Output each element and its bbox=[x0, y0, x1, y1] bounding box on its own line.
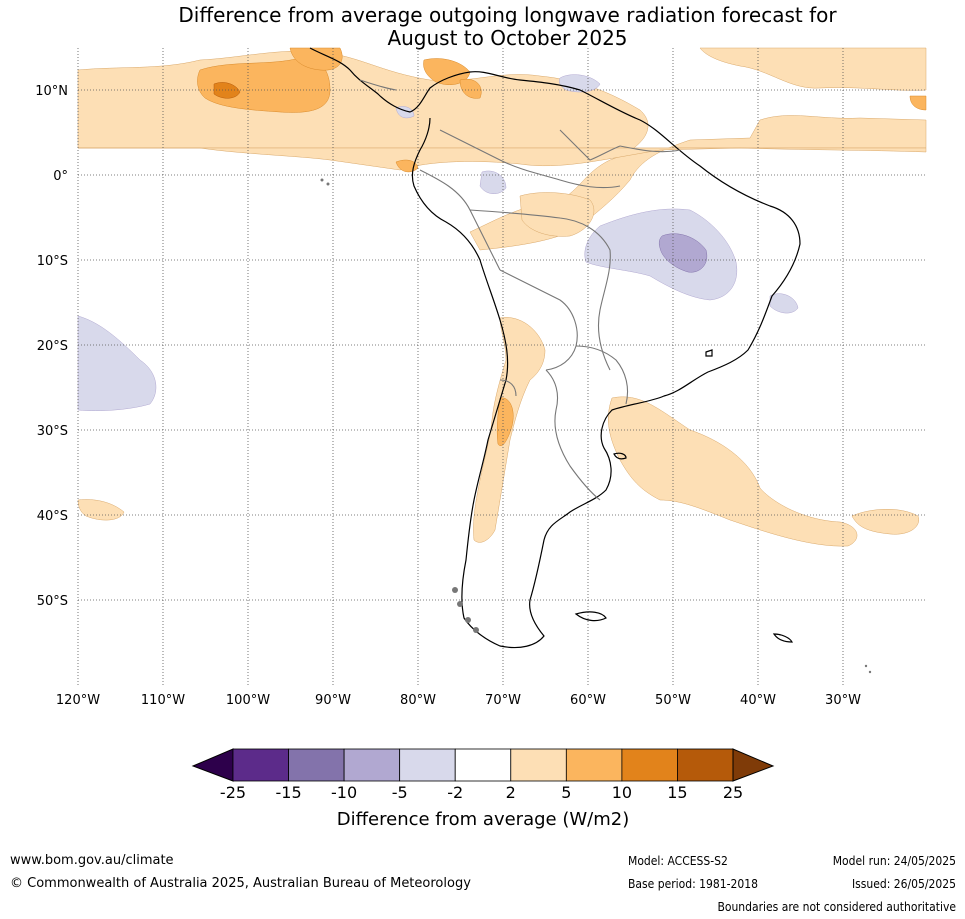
lat-label: 20°S bbox=[37, 339, 68, 354]
colorbar-arrow-low bbox=[191, 748, 234, 782]
colorbar-cell bbox=[454, 748, 512, 782]
anomaly-positive-medium bbox=[197, 47, 927, 446]
grid-lines bbox=[77, 48, 926, 686]
colorbar-tick-label: -5 bbox=[392, 783, 408, 802]
colorbar-title: Difference from average (W/m2) bbox=[337, 809, 629, 830]
colorbar-cell bbox=[621, 748, 678, 782]
lon-label: 100°W bbox=[226, 693, 270, 708]
lon-label: 60°W bbox=[570, 693, 606, 708]
lon-label: 40°W bbox=[740, 693, 776, 708]
model-name: Model: ACCESS-S2 bbox=[628, 854, 728, 868]
base-period: Base period: 1981-2018 bbox=[628, 877, 759, 891]
lat-label: 50°S bbox=[37, 594, 68, 609]
colorbar-cell bbox=[288, 748, 345, 782]
lat-label: 10°N bbox=[35, 84, 68, 99]
model-run: Model run: 24/05/2025 bbox=[832, 854, 956, 868]
longitude-labels: 120°W 110°W 100°W 90°W 80°W 70°W 60°W 50… bbox=[56, 693, 861, 708]
anomaly-positive-dark bbox=[213, 82, 241, 99]
website-url: www.bom.gov.au/climate bbox=[10, 853, 174, 868]
colorbar-tick-label: -10 bbox=[331, 783, 357, 802]
colorbar-cell bbox=[343, 748, 401, 782]
anomaly-positive-light bbox=[77, 47, 927, 547]
lon-label: 110°W bbox=[141, 693, 185, 708]
map-title: Difference from average outgoing longwav… bbox=[0, 4, 965, 50]
lon-label: 50°W bbox=[655, 693, 691, 708]
colorbar-tick-label: 2 bbox=[506, 783, 516, 802]
title-line-2: August to October 2025 bbox=[387, 26, 628, 50]
copyright: © Commonwealth of Australia 2025, Austra… bbox=[10, 876, 471, 891]
map-area bbox=[77, 47, 927, 686]
colorbar-cell bbox=[677, 748, 734, 782]
colorbar-arrow-high bbox=[732, 748, 775, 782]
lat-label: 10°S bbox=[37, 254, 68, 269]
colorbar-tick-label: 10 bbox=[612, 783, 632, 802]
latitude-labels: 10°N 0° 10°S 20°S 30°S 40°S 50°S bbox=[35, 84, 68, 609]
lat-label: 0° bbox=[53, 169, 68, 184]
colorbar-tick-label: 5 bbox=[561, 783, 571, 802]
colorbar-tick-label: 15 bbox=[667, 783, 687, 802]
colorbar-tick-label: -15 bbox=[275, 783, 301, 802]
title-line-1: Difference from average outgoing longwav… bbox=[178, 3, 837, 27]
lon-label: 70°W bbox=[485, 693, 521, 708]
coastlines bbox=[309, 47, 801, 649]
lat-label: 40°S bbox=[37, 509, 68, 524]
colorbar-cell bbox=[510, 748, 567, 782]
colorbar-tick-label: -25 bbox=[220, 783, 246, 802]
colorbar-tick-label: -2 bbox=[447, 783, 463, 802]
boundary-disclaimer: Boundaries are not considered authoritat… bbox=[717, 900, 956, 914]
island-marks bbox=[320, 178, 872, 674]
colorbar: -25 -15 -10 -5 -2 2 5 10 15 25 Difference from av… bbox=[191, 748, 775, 830]
lon-label: 30°W bbox=[825, 693, 861, 708]
lon-label: 90°W bbox=[315, 693, 351, 708]
anomaly-negative-medium bbox=[658, 233, 708, 273]
colorbar-cell bbox=[232, 748, 289, 782]
colorbar-tick-label: 25 bbox=[723, 783, 743, 802]
lat-label: 30°S bbox=[37, 424, 68, 439]
lon-label: 80°W bbox=[400, 693, 436, 708]
colorbar-cell bbox=[399, 748, 456, 782]
anomaly-negative-light bbox=[77, 74, 799, 411]
issued-date: Issued: 26/05/2025 bbox=[851, 877, 956, 891]
lon-label: 120°W bbox=[56, 693, 100, 708]
colorbar-cell bbox=[565, 748, 623, 782]
country-borders bbox=[359, 79, 681, 501]
